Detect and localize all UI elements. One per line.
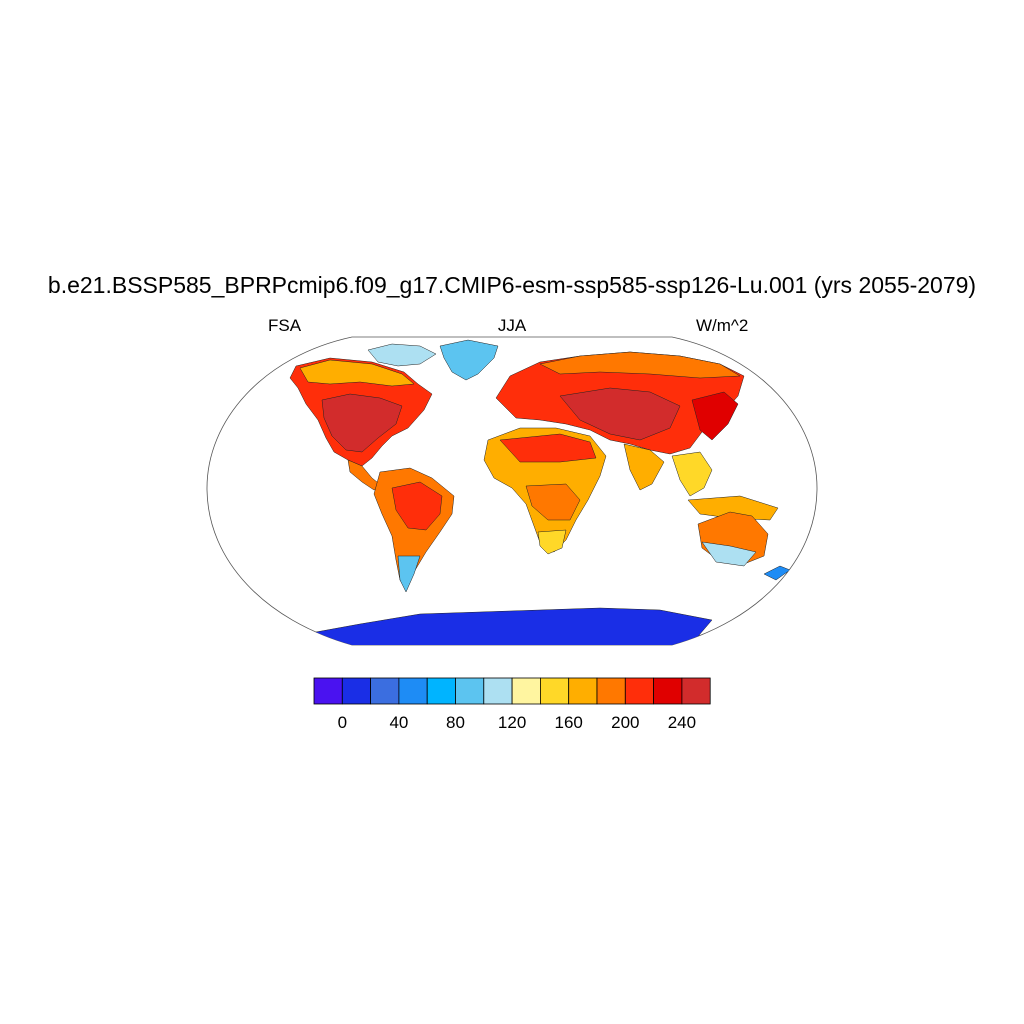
colorbar-box-2 — [370, 677, 400, 705]
south-america-south — [397, 555, 421, 593]
colorbar-box-7 — [511, 677, 541, 705]
north-america-north-band — [299, 359, 415, 387]
colorbar-box-8 — [540, 677, 570, 705]
colorbar-box-13 — [681, 677, 711, 705]
north-america-core — [321, 393, 403, 453]
sahara-core — [499, 433, 597, 463]
colorbar: 0 40 80 120 160 200 240 — [313, 677, 711, 732]
central-asia-core — [559, 387, 681, 441]
variable-label: FSA — [268, 316, 302, 335]
greenland-region — [439, 339, 499, 381]
colorbar-box-3 — [398, 677, 428, 705]
colorbar-box-11 — [624, 677, 654, 705]
colorbar-tick-label: 0 — [338, 713, 347, 732]
southern-africa — [537, 529, 567, 555]
colorbar-box-5 — [455, 677, 485, 705]
amazon-core — [391, 481, 443, 531]
world-map — [206, 336, 818, 646]
east-asia-region — [691, 391, 739, 441]
units-label: W/m^2 — [696, 316, 749, 335]
colorbar-tick-label: 160 — [555, 713, 583, 732]
australia-south — [701, 541, 757, 567]
colorbar-box-12 — [653, 677, 683, 705]
indonesia-region — [687, 495, 779, 521]
siberia-band — [539, 351, 741, 379]
india-region — [623, 443, 665, 491]
colorbar-box-1 — [341, 677, 371, 705]
antarctica-region — [315, 607, 713, 645]
colorbar-tick-label: 40 — [389, 713, 408, 732]
colorbar-tick-label: 120 — [498, 713, 526, 732]
central-africa — [525, 483, 581, 521]
colorbar-box-10 — [596, 677, 626, 705]
colorbar-tick-label: 80 — [446, 713, 465, 732]
colorbar-box-4 — [426, 677, 456, 705]
colorbar-tick-label: 240 — [668, 713, 696, 732]
colorbar-box-0 — [313, 677, 343, 705]
colorbar-box-9 — [568, 677, 598, 705]
colorbar-tick-label: 200 — [611, 713, 639, 732]
season-label: JJA — [497, 316, 527, 335]
arctic-islands-region — [367, 343, 437, 367]
colorbar-box-6 — [483, 677, 513, 705]
southeast-asia-region — [671, 451, 713, 497]
chart-title: b.e21.BSSP585_BPRPcmip6.f09_g17.CMIP6-es… — [47, 272, 977, 298]
